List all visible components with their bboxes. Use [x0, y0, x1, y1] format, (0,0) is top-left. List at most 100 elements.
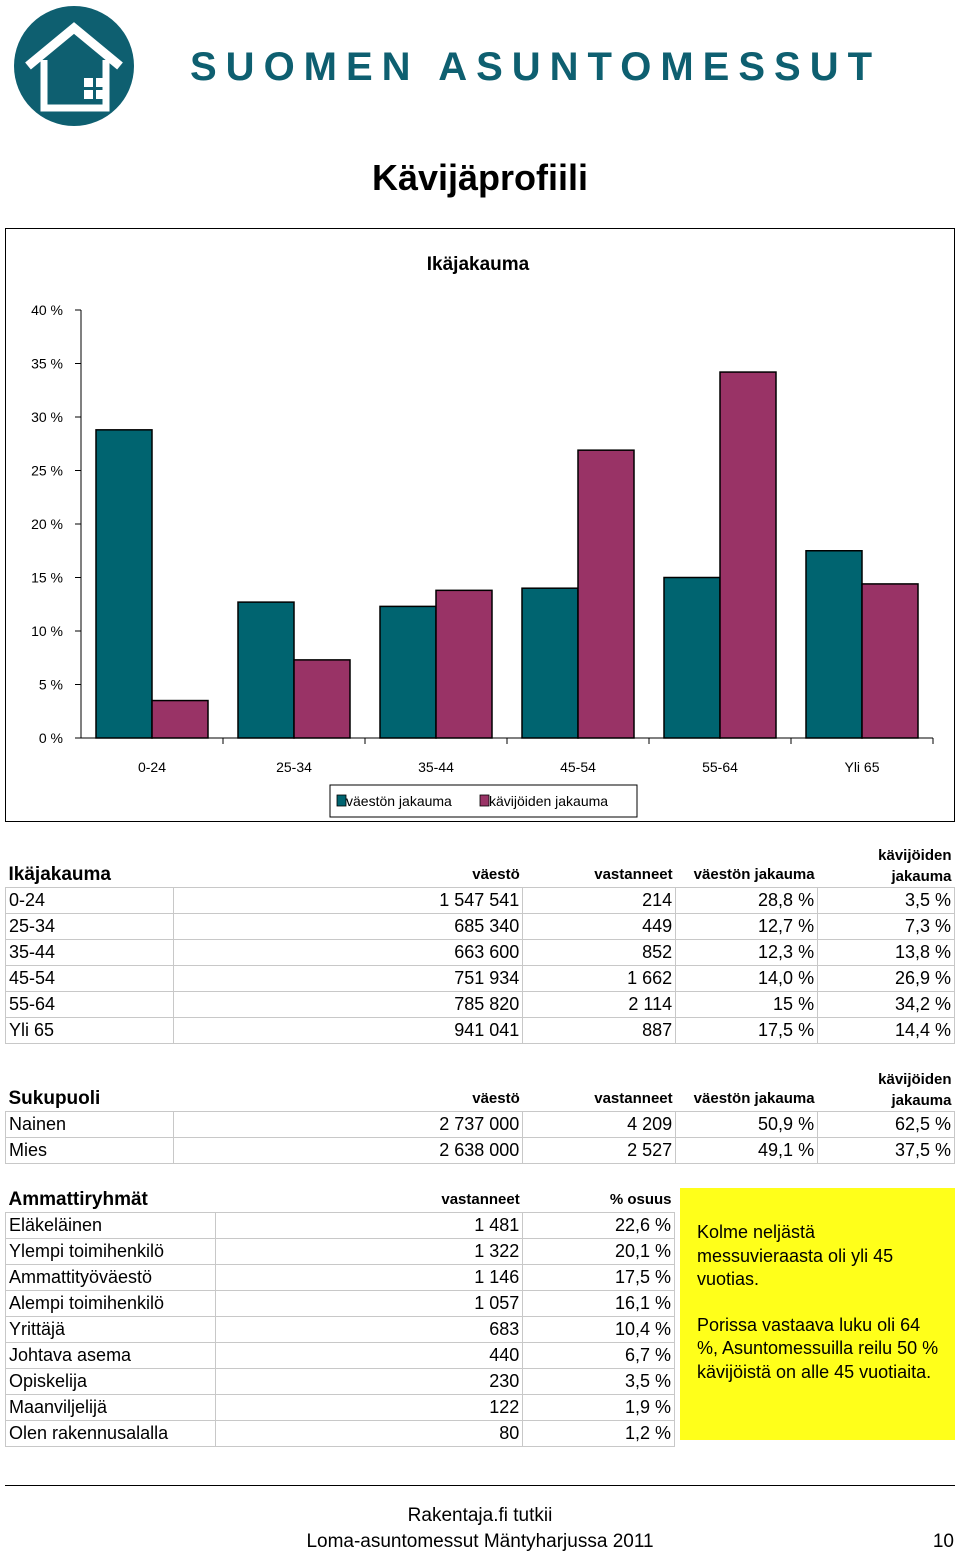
row-label: Yrittäjä	[5, 1315, 216, 1343]
y-tick-label: 30 %	[31, 409, 63, 425]
cell-resp: 887	[522, 1016, 677, 1044]
cell-share: 16,1 %	[522, 1289, 675, 1317]
age-table: Ikäjakauma väestö vastanneet väestön jak…	[5, 843, 955, 1044]
cell-vis-share: 14,4 %	[817, 1016, 955, 1044]
row-label: Yli 65	[5, 1016, 174, 1044]
row-label: 25-34	[5, 912, 174, 940]
cell-pop: 2 737 000	[172, 1110, 524, 1138]
cell-pop-share: 28,8 %	[675, 886, 819, 914]
cell-share: 6,7 %	[522, 1341, 675, 1369]
cell-share: 17,5 %	[522, 1263, 675, 1291]
y-tick-label: 15 %	[31, 570, 63, 586]
cell-resp: 2 114	[522, 990, 677, 1018]
col-respondents: vastanneet	[594, 865, 673, 883]
cell-share: 3,5 %	[522, 1367, 675, 1395]
sex-table-title: Sukupuoli	[8, 1087, 101, 1109]
row-label: 35-44	[5, 938, 174, 966]
cell-vis-share: 34,2 %	[817, 990, 955, 1018]
bar-visitors	[293, 659, 351, 739]
cell-pop-share: 49,1 %	[675, 1136, 819, 1164]
row-label: Mies	[5, 1136, 174, 1164]
x-tick-label: 55-64	[702, 759, 738, 775]
table-row: 25-34 685 340 449 12,7 % 7,3 %	[5, 912, 955, 940]
footer-source: Rakentaja.fi tutkii	[407, 1505, 553, 1526]
bar-population	[379, 605, 437, 739]
cell-share: 22,6 %	[522, 1211, 675, 1239]
table-row: 0-24 1 547 541 214 28,8 % 3,5 %	[5, 886, 955, 914]
cell-resp: 1 057	[214, 1289, 524, 1317]
col-share: % osuus	[609, 1190, 672, 1208]
cell-resp: 449	[522, 912, 677, 940]
col-population: väestö	[472, 1089, 520, 1107]
sex-table: Sukupuoli väestö vastanneet väestön jaka…	[5, 1064, 955, 1164]
cell-pop: 941 041	[172, 1016, 524, 1044]
col-population-share: väestön jakauma	[693, 865, 815, 883]
footer-divider	[5, 1485, 955, 1486]
highlight-note: Kolme neljästä messuvieraasta oli yli 45…	[680, 1188, 955, 1440]
col-visitor-share-line1: kävijöiden	[878, 846, 952, 864]
col-visitor-share-line2: jakauma	[891, 1091, 952, 1109]
cell-resp: 1 322	[214, 1237, 524, 1265]
cell-vis-share: 26,9 %	[817, 964, 955, 992]
row-label: Alempi toimihenkilö	[5, 1289, 216, 1317]
x-tick-label: 45-54	[560, 759, 596, 775]
x-tick-label: 0-24	[138, 759, 166, 775]
table-row: 45-54 751 934 1 662 14,0 % 26,9 %	[5, 964, 955, 992]
col-visitor-share: kävijöiden jakauma	[818, 843, 955, 887]
cell-pop-share: 12,3 %	[675, 938, 819, 966]
bar-population	[237, 601, 295, 739]
note-paragraph-1: Kolme neljästä messuvieraasta oli yli 45…	[697, 1222, 894, 1289]
col-respondents: vastanneet	[441, 1190, 520, 1208]
cell-resp: 80	[214, 1419, 524, 1447]
y-tick-label: 25 %	[31, 463, 63, 479]
bar-visitors	[151, 699, 209, 739]
bar-population	[95, 429, 153, 739]
cell-pop-share: 15 %	[675, 990, 819, 1018]
bar-population	[805, 550, 863, 739]
age-distribution-chart: Ikäjakauma 0 % 5 % 10 % 15 % 20 % 25 % 30 % 35 %…	[31, 254, 934, 818]
row-label: 45-54	[5, 964, 174, 992]
table-row: Olen rakennusalalla 80 1,2 %	[5, 1419, 675, 1447]
col-population: väestö	[472, 865, 520, 883]
table-row: Yrittäjä 683 10,4 %	[5, 1315, 675, 1343]
cell-vis-share: 37,5 %	[817, 1136, 955, 1164]
table-row: 35-44 663 600 852 12,3 % 13,8 %	[5, 938, 955, 966]
house-logo-icon	[14, 6, 134, 126]
y-tick-label: 10 %	[31, 623, 63, 639]
cell-vis-share: 3,5 %	[817, 886, 955, 914]
col-respondents: vastanneet	[594, 1089, 673, 1107]
row-label: Olen rakennusalalla	[5, 1419, 216, 1447]
chart-frame	[5, 228, 955, 822]
row-label: Ammattityöväestö	[5, 1263, 216, 1291]
table-row: Nainen 2 737 000 4 209 50,9 % 62,5 %	[5, 1110, 955, 1138]
cell-resp: 683	[214, 1315, 524, 1343]
cell-share: 20,1 %	[522, 1237, 675, 1265]
bar-visitors	[719, 371, 777, 739]
page-title: Kävijäprofiili	[371, 157, 589, 198]
table-row: Maanviljelijä 122 1,9 %	[5, 1393, 675, 1421]
table-row: Johtava asema 440 6,7 %	[5, 1341, 675, 1369]
row-label: 55-64	[5, 990, 174, 1018]
legend-swatch	[336, 794, 347, 807]
y-tick-label: 20 %	[31, 516, 63, 532]
cell-vis-share: 7,3 %	[817, 912, 955, 940]
table-row: Eläkeläinen 1 481 22,6 %	[5, 1211, 675, 1239]
cell-vis-share: 62,5 %	[817, 1110, 955, 1138]
col-visitor-share-line1: kävijöiden	[878, 1070, 952, 1088]
cell-pop-share: 17,5 %	[675, 1016, 819, 1044]
table-row: Opiskelija 230 3,5 %	[5, 1367, 675, 1395]
cell-pop-share: 12,7 %	[675, 912, 819, 940]
bar-visitors	[435, 589, 493, 739]
cell-resp: 1 481	[214, 1211, 524, 1239]
occupation-table: Ammattiryhmät vastanneet % osuus Eläkelä…	[5, 1186, 675, 1447]
cell-resp: 122	[214, 1393, 524, 1421]
cell-resp: 230	[214, 1367, 524, 1395]
col-visitor-share-line2: jakauma	[891, 867, 952, 885]
cell-pop-share: 50,9 %	[675, 1110, 819, 1138]
cell-share: 1,9 %	[522, 1393, 675, 1421]
cell-pop: 751 934	[172, 964, 524, 992]
cell-resp: 852	[522, 938, 677, 966]
cell-vis-share: 13,8 %	[817, 938, 955, 966]
table-row: Ammattityöväestö 1 146 17,5 %	[5, 1263, 675, 1291]
bar-visitors	[577, 449, 635, 739]
